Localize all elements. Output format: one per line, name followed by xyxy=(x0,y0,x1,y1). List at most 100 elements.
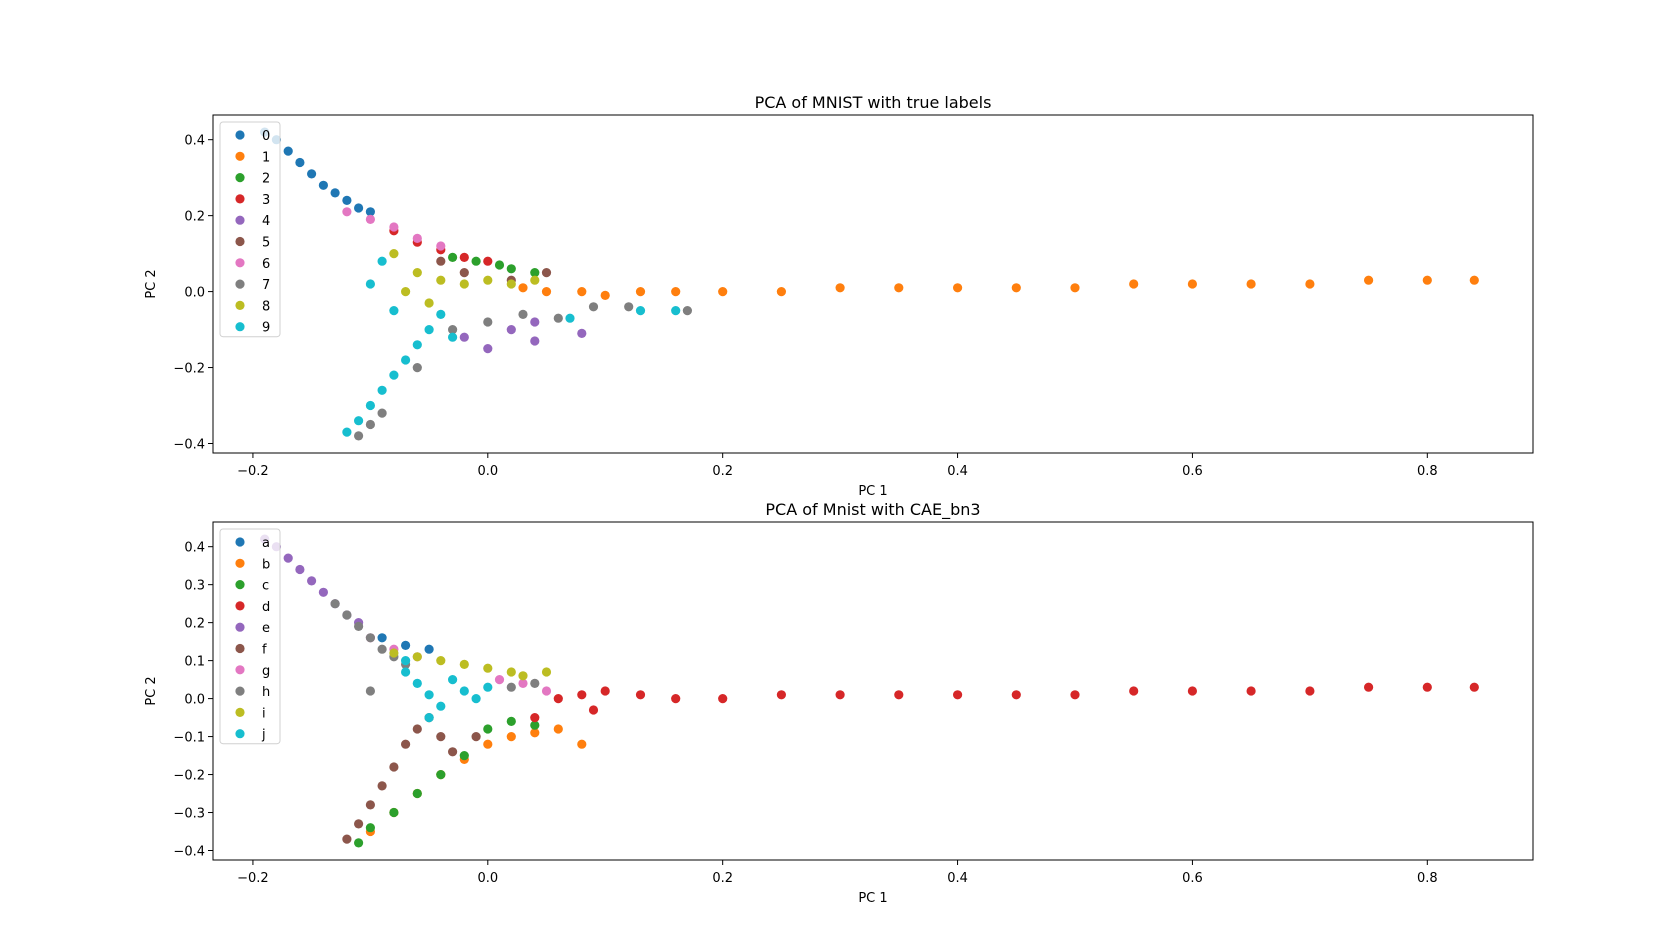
legend-label: i xyxy=(262,706,266,721)
data-point xyxy=(953,283,963,293)
data-point xyxy=(483,724,493,734)
legend-marker xyxy=(235,707,245,718)
data-point xyxy=(412,340,422,350)
data-point xyxy=(635,690,646,700)
data-point xyxy=(342,195,352,205)
data-point xyxy=(365,279,375,289)
data-point xyxy=(483,275,493,285)
legend-marker xyxy=(235,622,245,632)
data-point xyxy=(776,287,787,297)
data-point xyxy=(530,678,540,689)
series-2 xyxy=(448,252,540,278)
data-point xyxy=(401,656,411,666)
data-point xyxy=(530,336,540,346)
series-i xyxy=(389,648,552,681)
data-point xyxy=(365,823,375,833)
legend-marker xyxy=(235,537,245,547)
data-point xyxy=(1469,682,1479,692)
legend-label: 5 xyxy=(262,236,270,251)
series-f xyxy=(342,713,481,844)
data-point xyxy=(459,686,469,696)
y-axis-label: PC 2 xyxy=(144,269,159,298)
chart-title: PCA of MNIST with true labels xyxy=(755,93,992,112)
data-point xyxy=(483,317,493,327)
legend: 0 1 2 3 4 5 6 7 8 9 xyxy=(219,121,281,338)
data-point xyxy=(1422,682,1432,692)
series-9 xyxy=(342,256,681,437)
data-point xyxy=(530,268,540,278)
y-axis-label: PC 2 xyxy=(144,676,159,705)
x-tick-label: 0.6 xyxy=(1182,464,1203,479)
data-point xyxy=(401,287,411,297)
legend-marker xyxy=(235,665,245,675)
y-tick-label: 0.4 xyxy=(184,541,205,556)
y-tick-label: 0.3 xyxy=(184,579,205,594)
data-point xyxy=(295,157,305,168)
legend-marker xyxy=(235,558,245,568)
data-point xyxy=(506,264,516,274)
data-point xyxy=(530,275,540,285)
data-point xyxy=(494,260,505,270)
legend-marker xyxy=(235,173,245,183)
scatter-points xyxy=(260,127,1479,441)
y-tick-label: −0.2 xyxy=(173,362,205,377)
data-point xyxy=(424,713,434,723)
data-point xyxy=(553,724,563,734)
legend-box xyxy=(219,121,281,338)
data-point xyxy=(682,306,693,316)
data-point xyxy=(412,678,422,689)
data-point xyxy=(318,180,328,190)
x-tick-label: 0.4 xyxy=(947,871,968,886)
x-tick-label: 0.2 xyxy=(712,871,733,886)
data-point xyxy=(354,431,364,441)
legend-marker xyxy=(235,322,245,332)
data-point xyxy=(401,640,411,651)
data-point xyxy=(448,675,458,685)
y-tick-label: −0.4 xyxy=(173,438,205,453)
data-point xyxy=(1469,275,1479,285)
data-point xyxy=(436,732,446,742)
data-point xyxy=(330,188,340,198)
data-point xyxy=(518,678,528,689)
data-point xyxy=(307,576,317,586)
data-point xyxy=(354,416,364,426)
data-point xyxy=(600,290,610,300)
data-point xyxy=(835,690,845,700)
data-point xyxy=(718,287,728,297)
data-point xyxy=(342,610,352,620)
data-point xyxy=(448,747,458,757)
data-point xyxy=(354,621,364,632)
data-point xyxy=(718,694,728,704)
legend-marker xyxy=(235,130,245,140)
legend-label: g xyxy=(262,664,270,679)
data-point xyxy=(342,427,352,437)
y-tick-label: −0.2 xyxy=(173,769,205,784)
data-point xyxy=(1305,279,1315,289)
data-point xyxy=(1070,690,1080,700)
series-7 xyxy=(354,302,693,441)
data-point xyxy=(1422,275,1432,285)
y-tick-label: 0.4 xyxy=(184,134,205,149)
chart-title: PCA of Mnist with CAE_bn3 xyxy=(765,500,980,520)
data-point xyxy=(835,283,845,293)
data-point xyxy=(295,564,305,575)
data-point xyxy=(483,739,493,749)
data-point xyxy=(342,207,352,217)
data-point xyxy=(401,667,411,677)
series-d xyxy=(530,682,1479,723)
legend-box xyxy=(219,528,281,745)
series-a xyxy=(377,633,434,654)
data-point xyxy=(1070,283,1080,293)
legend-label: 8 xyxy=(262,299,270,314)
data-point xyxy=(671,694,681,704)
x-tick-label: −0.2 xyxy=(237,871,269,886)
data-point xyxy=(448,252,458,262)
data-point xyxy=(365,419,375,430)
data-point xyxy=(436,770,446,780)
data-point xyxy=(424,298,434,308)
legend-marker xyxy=(235,601,245,611)
x-tick-label: 0.8 xyxy=(1417,464,1438,479)
data-point xyxy=(377,408,387,418)
y-tick-label: −0.3 xyxy=(173,807,205,822)
